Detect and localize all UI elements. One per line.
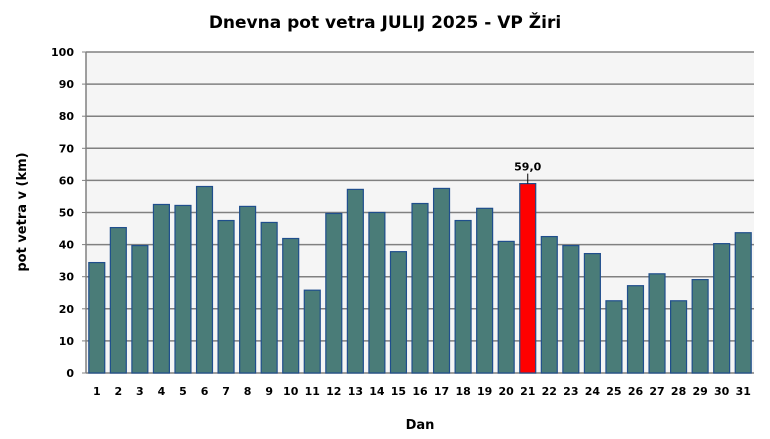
x-tick-label: 21 [520, 385, 535, 398]
bar [734, 232, 752, 374]
bar [303, 289, 321, 374]
x-tick-label: 26 [628, 385, 644, 398]
bar [562, 244, 580, 374]
bar [131, 244, 149, 374]
x-tick-label: 2 [114, 385, 122, 398]
x-tick-label: 15 [391, 385, 406, 398]
y-tick-label: 0 [66, 367, 74, 380]
x-tick-label: 17 [434, 385, 449, 398]
x-tick-label: 4 [158, 385, 166, 398]
bar [713, 243, 731, 374]
x-tick-label: 28 [671, 385, 686, 398]
bar [174, 204, 192, 374]
bar [691, 278, 709, 374]
data-label: 59,0 [514, 161, 541, 174]
x-tick-label: 22 [542, 385, 557, 398]
x-tick-label: 29 [692, 385, 707, 398]
x-tick-label: 31 [736, 385, 751, 398]
y-tick-label: 60 [59, 174, 75, 187]
x-tick-label: 30 [714, 385, 730, 398]
bar [195, 185, 214, 374]
bar [540, 235, 558, 374]
bar [325, 212, 343, 374]
bar [432, 187, 451, 374]
chart-title: Dnevna pot vetra JULIJ 2025 - VP Žiri [209, 11, 561, 33]
y-tick-label: 40 [59, 239, 75, 252]
y-tick-label: 100 [51, 46, 74, 59]
x-tick-label: 24 [585, 385, 601, 398]
bar [605, 300, 623, 374]
x-tick-label: 14 [369, 385, 385, 398]
x-tick-label: 12 [326, 385, 341, 398]
y-tick-label: 80 [59, 110, 75, 123]
x-tick-label: 20 [499, 385, 515, 398]
x-tick-label: 1 [93, 385, 101, 398]
bar [152, 203, 170, 374]
bar [454, 219, 472, 374]
y-tick-label: 10 [59, 335, 75, 348]
bar [217, 219, 235, 374]
y-tick-label: 90 [59, 78, 75, 91]
bar [368, 211, 386, 374]
x-tick-label: 25 [606, 385, 621, 398]
x-tick-label: 5 [179, 385, 187, 398]
bar [88, 261, 106, 374]
y-tick-label: 50 [59, 207, 75, 220]
x-tick-label: 7 [222, 385, 230, 398]
bar [346, 188, 364, 374]
x-tick-label: 11 [305, 385, 320, 398]
bar [282, 237, 300, 374]
y-tick-label: 70 [59, 142, 75, 155]
x-tick-label: 23 [563, 385, 578, 398]
y-tick-label: 20 [59, 303, 75, 316]
x-tick-label: 27 [649, 385, 664, 398]
bar [583, 252, 601, 374]
bar [476, 207, 494, 374]
y-tick-label: 30 [59, 271, 75, 284]
highlighted-bar [519, 183, 537, 374]
x-tick-label: 16 [412, 385, 428, 398]
bar [239, 205, 257, 374]
bar [497, 240, 515, 374]
x-tick-label: 10 [283, 385, 299, 398]
y-axis-label: pot vetra v (km) [15, 152, 30, 271]
x-tick-label: 8 [244, 385, 252, 398]
x-tick-label: 19 [477, 385, 492, 398]
x-tick-label: 18 [455, 385, 470, 398]
bar [626, 285, 645, 374]
x-axis-label: Dan [406, 418, 435, 433]
x-tick-label: 9 [265, 385, 273, 398]
x-tick-label: 6 [201, 385, 209, 398]
x-tick-label: 13 [348, 385, 363, 398]
bar [109, 226, 127, 374]
bar [411, 202, 429, 374]
bar [670, 300, 688, 374]
bar [260, 221, 278, 374]
bar [389, 251, 408, 374]
bar [648, 273, 666, 374]
x-tick-label: 3 [136, 385, 144, 398]
